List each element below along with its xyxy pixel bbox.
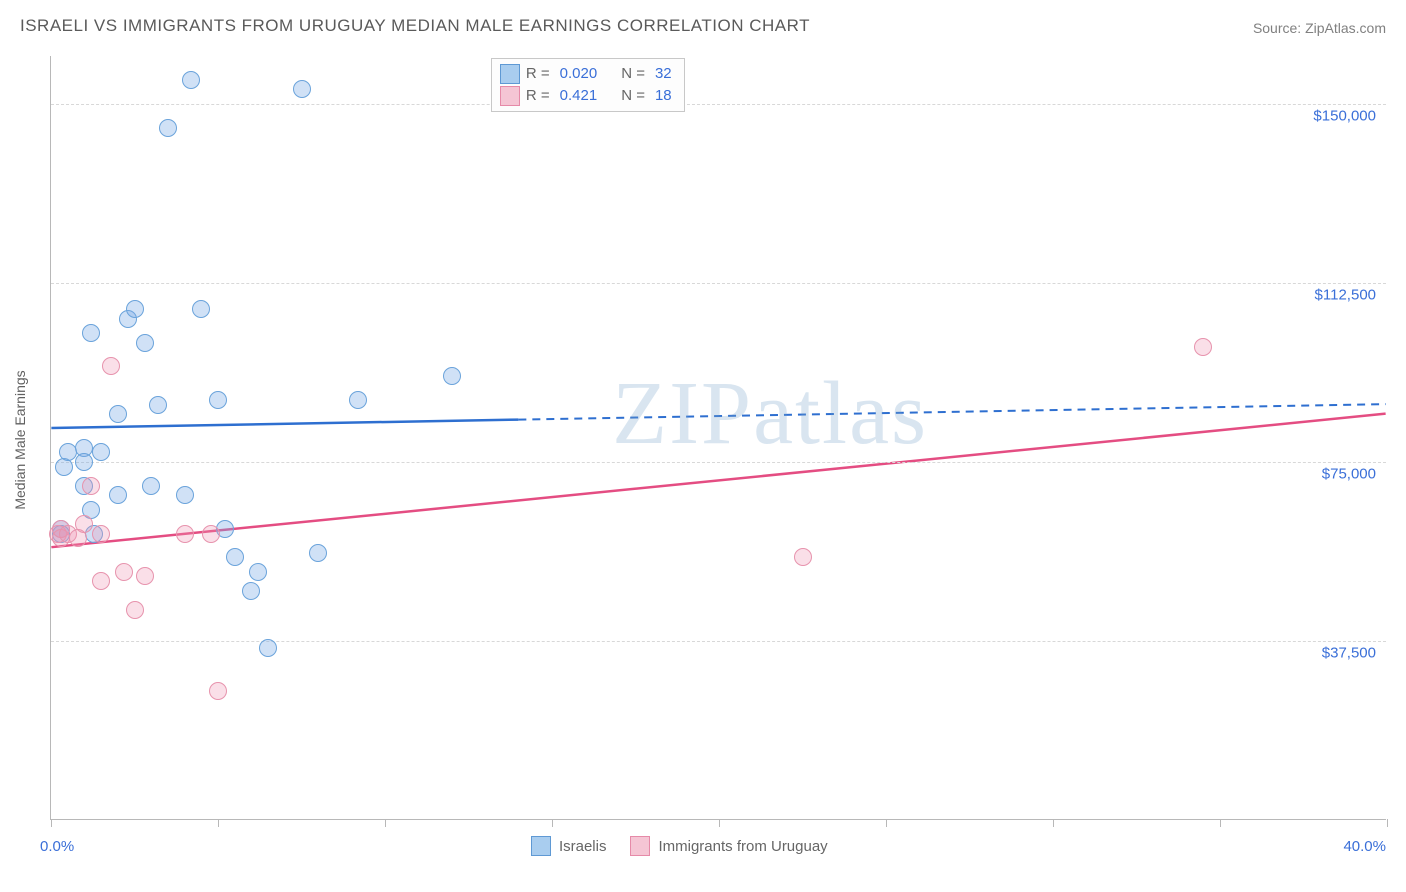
israelis-regression-dashed xyxy=(518,404,1385,419)
israelis-point xyxy=(176,486,194,504)
series-legend: Israelis Immigrants from Uruguay xyxy=(531,836,828,856)
uruguay-swatch-icon xyxy=(500,86,520,106)
israelis-point xyxy=(293,80,311,98)
israelis-swatch-icon xyxy=(531,836,551,856)
israelis-r-value: 0.020 xyxy=(556,63,602,85)
x-axis-min-label: 0.0% xyxy=(40,838,74,855)
israelis-point xyxy=(226,548,244,566)
uruguay-point xyxy=(794,548,812,566)
legend-item-uruguay: Immigrants from Uruguay xyxy=(630,836,827,856)
uruguay-point xyxy=(202,525,220,543)
uruguay-point xyxy=(82,477,100,495)
israelis-point xyxy=(249,563,267,581)
y-tick-label: $150,000 xyxy=(1313,107,1376,124)
n-label: N = xyxy=(621,85,645,107)
uruguay-n-value: 18 xyxy=(651,85,676,107)
y-tick-label: $112,500 xyxy=(1315,286,1376,303)
x-tick xyxy=(719,819,720,827)
x-tick xyxy=(51,819,52,827)
x-axis-max-label: 40.0% xyxy=(1343,838,1386,855)
legend-row-uruguay: R = 0.421 N = 18 xyxy=(500,85,676,107)
israelis-point xyxy=(192,300,210,318)
x-tick xyxy=(385,819,386,827)
uruguay-point xyxy=(136,567,154,585)
israelis-point xyxy=(149,396,167,414)
x-tick xyxy=(218,819,219,827)
uruguay-point xyxy=(92,572,110,590)
legend-item-israelis: Israelis xyxy=(531,836,607,856)
x-tick xyxy=(1053,819,1054,827)
y-tick-label: $75,000 xyxy=(1322,465,1376,482)
israelis-point xyxy=(142,477,160,495)
uruguay-point xyxy=(1194,338,1212,356)
r-label: R = xyxy=(526,85,550,107)
x-tick xyxy=(1220,819,1221,827)
chart-title: ISRAELI VS IMMIGRANTS FROM URUGUAY MEDIA… xyxy=(20,16,810,36)
y-axis-label: Median Male Earnings xyxy=(12,301,28,440)
uruguay-point xyxy=(92,525,110,543)
r-label: R = xyxy=(526,63,550,85)
israelis-point xyxy=(109,405,127,423)
uruguay-point xyxy=(209,682,227,700)
plot-area: ZIPatlas $37,500 $75,000 $112,500 $150,000 xyxy=(50,56,1386,820)
israelis-legend-label: Israelis xyxy=(559,838,607,855)
uruguay-r-value: 0.421 xyxy=(556,85,602,107)
x-tick xyxy=(1387,819,1388,827)
israelis-point xyxy=(159,119,177,137)
israelis-point xyxy=(82,324,100,342)
uruguay-point xyxy=(102,357,120,375)
correlation-legend: R = 0.020 N = 32 R = 0.421 N = 18 xyxy=(491,58,685,112)
uruguay-point xyxy=(126,601,144,619)
israelis-point xyxy=(209,391,227,409)
source-prefix: Source: xyxy=(1253,20,1305,36)
israelis-point xyxy=(75,453,93,471)
uruguay-regression-solid xyxy=(51,414,1385,548)
watermark: ZIPatlas xyxy=(612,362,928,465)
israelis-point xyxy=(109,486,127,504)
uruguay-point xyxy=(115,563,133,581)
israelis-point xyxy=(259,639,277,657)
israelis-point xyxy=(92,443,110,461)
gridline xyxy=(51,283,1386,284)
uruguay-legend-label: Immigrants from Uruguay xyxy=(658,838,827,855)
legend-row-israelis: R = 0.020 N = 32 xyxy=(500,63,676,85)
israelis-point xyxy=(126,300,144,318)
israelis-swatch-icon xyxy=(500,64,520,84)
israelis-n-value: 32 xyxy=(651,63,676,85)
x-tick xyxy=(886,819,887,827)
israelis-point xyxy=(349,391,367,409)
n-label: N = xyxy=(621,63,645,85)
x-tick xyxy=(552,819,553,827)
regression-lines-layer xyxy=(51,56,1386,819)
gridline xyxy=(51,462,1386,463)
israelis-point xyxy=(136,334,154,352)
y-tick-label: $37,500 xyxy=(1322,644,1376,661)
source-link[interactable]: ZipAtlas.com xyxy=(1305,20,1386,36)
uruguay-point xyxy=(176,525,194,543)
source-attribution: Source: ZipAtlas.com xyxy=(1253,20,1386,36)
gridline xyxy=(51,104,1386,105)
israelis-point xyxy=(309,544,327,562)
israelis-point xyxy=(443,367,461,385)
israelis-point xyxy=(242,582,260,600)
israelis-point xyxy=(59,443,77,461)
gridline xyxy=(51,641,1386,642)
israelis-point xyxy=(182,71,200,89)
uruguay-swatch-icon xyxy=(630,836,650,856)
